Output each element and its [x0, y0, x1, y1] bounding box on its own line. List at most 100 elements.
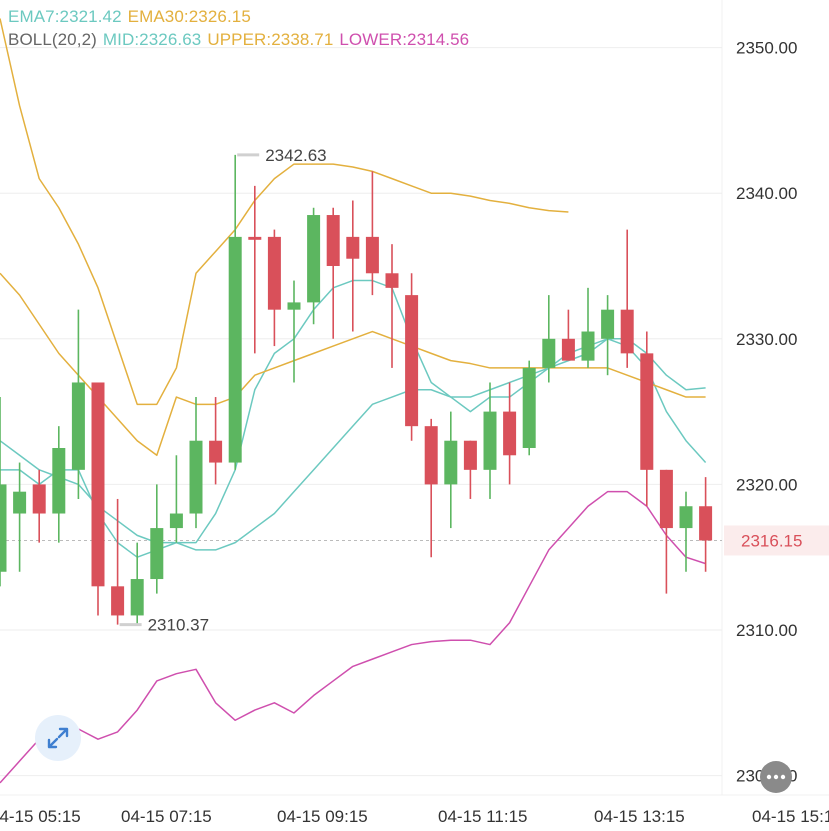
- last-price-label: 2316.15: [741, 531, 802, 550]
- series-line-mid: [0, 338, 706, 551]
- candle: [640, 331, 654, 507]
- x-tick-label: 04-15 09:15: [277, 807, 368, 826]
- ema30-label: EMA30:2326.15: [127, 7, 251, 26]
- candle: [699, 477, 713, 572]
- candle-body: [620, 309, 634, 354]
- candle: [248, 185, 262, 354]
- candle-body: [13, 491, 27, 514]
- candle-body: [169, 513, 183, 529]
- candle: [169, 455, 183, 543]
- y-tick-label: 2320.00: [736, 475, 797, 494]
- candle: [542, 295, 556, 383]
- candle-body: [307, 215, 321, 303]
- candle: [267, 229, 281, 347]
- candle-body: [659, 469, 673, 529]
- candle: [659, 469, 673, 594]
- candle: [405, 273, 419, 441]
- boll-mid-label: MID:2326.63: [102, 30, 202, 49]
- candle: [209, 397, 223, 485]
- candle: [444, 411, 458, 529]
- candle: [52, 426, 66, 543]
- candle-body: [561, 338, 575, 361]
- grid-layer: [0, 47, 722, 777]
- candle: [0, 397, 7, 587]
- low-marker-label: 2310.37: [148, 616, 209, 635]
- candle-body: [424, 426, 438, 485]
- y-tick-label: 2330.00: [736, 330, 797, 349]
- candle: [463, 440, 477, 499]
- x-tick-label: 04-15 07:15: [121, 807, 212, 826]
- candle-body: [209, 440, 223, 463]
- candle-body: [463, 440, 477, 470]
- indicator-lines: [0, 18, 707, 784]
- candles: [0, 154, 713, 625]
- series-line-upper: [0, 18, 569, 406]
- candle: [71, 309, 85, 499]
- axis-labels: 2300.002310.002320.002330.002340.002350.…: [0, 39, 829, 826]
- candle: [522, 360, 536, 456]
- candle: [483, 382, 497, 499]
- candle: [150, 484, 164, 594]
- candle-body: [326, 215, 340, 266]
- candle: [424, 418, 438, 558]
- candle-body: [405, 295, 419, 427]
- candle: [581, 287, 595, 368]
- extreme-markers: 2342.63 2310.37: [119, 146, 327, 635]
- series-line-lower: [0, 490, 706, 784]
- candle: [365, 171, 379, 296]
- legend-boll: BOLL(20,2) MID:2326.63 UPPER:2338.71 LOWER:…: [8, 30, 475, 50]
- more-dots-icon: [766, 774, 786, 780]
- more-options-button[interactable]: [760, 761, 792, 793]
- candle-body: [248, 236, 262, 240]
- candle-body: [444, 440, 458, 485]
- candle: [561, 309, 575, 361]
- candle-body: [52, 448, 66, 514]
- candle-body: [111, 586, 125, 616]
- candle-body: [640, 353, 654, 470]
- candle-body: [150, 528, 164, 580]
- candle-body: [0, 484, 7, 572]
- candle: [111, 498, 125, 625]
- candle: [228, 154, 242, 470]
- candle-body: [287, 302, 301, 310]
- candle-body: [581, 331, 595, 361]
- candle: [307, 207, 321, 325]
- candle-body: [699, 506, 713, 541]
- candle-body: [189, 440, 203, 514]
- y-tick-label: 2310.00: [736, 621, 797, 640]
- candle: [620, 229, 634, 368]
- x-tick-label: 04-15 05:15: [0, 807, 81, 826]
- candle: [503, 382, 517, 485]
- candle-body: [32, 484, 46, 514]
- candle-body: [679, 506, 693, 529]
- candle-body: [71, 382, 85, 470]
- candle: [679, 491, 693, 572]
- candle-body: [228, 236, 242, 463]
- candle-body: [483, 411, 497, 470]
- candle-body: [601, 309, 615, 339]
- candle: [91, 382, 105, 616]
- last-price-tag: [724, 525, 829, 556]
- x-tick-label: 04-15 11:15: [438, 807, 527, 826]
- x-tick-label: 04-15 15:15: [752, 807, 829, 826]
- candle-body: [503, 411, 517, 456]
- candle: [601, 295, 615, 376]
- candle: [346, 200, 360, 332]
- candle: [130, 542, 144, 625]
- candle-body: [522, 367, 536, 448]
- y-tick-label: 2340.00: [736, 184, 797, 203]
- candle-body: [365, 236, 379, 274]
- candle: [189, 397, 203, 529]
- candle-body: [385, 273, 399, 288]
- legend-ema: EMA7:2321.42 EMA30:2326.15: [8, 7, 257, 27]
- expand-chart-button[interactable]: [35, 715, 81, 761]
- expand-arrows-icon: [47, 727, 69, 749]
- x-tick-label: 04-15 13:15: [594, 807, 685, 826]
- y-tick-label: 2350.00: [736, 39, 797, 58]
- ema7-label: EMA7:2321.42: [8, 7, 122, 26]
- candle: [32, 469, 46, 543]
- boll-upper-label: UPPER:2338.71: [207, 30, 334, 49]
- boll-lower-label: LOWER:2314.56: [339, 30, 470, 49]
- candle: [287, 280, 301, 383]
